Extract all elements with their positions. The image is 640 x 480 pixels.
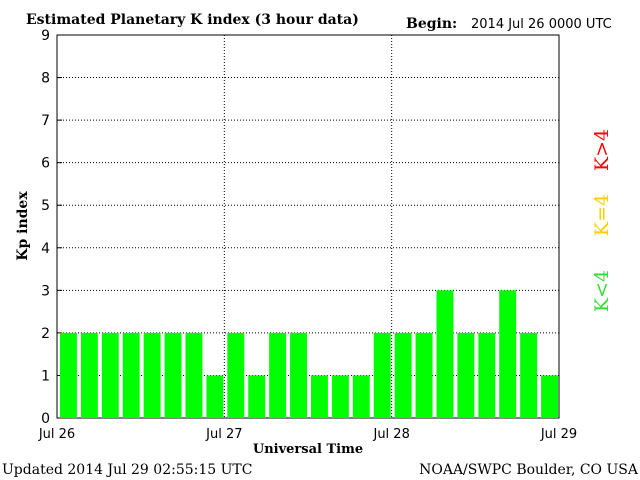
y-tick-label: 8 <box>41 71 50 87</box>
legend-k-less-4: K<4 <box>591 270 613 312</box>
grid-lines <box>57 34 559 419</box>
kp-bar <box>227 332 245 418</box>
x-tick-label: Jul 29 <box>540 427 577 442</box>
begin-value: 2014 Jul 26 0000 UTC <box>471 17 612 32</box>
chart-title: Estimated Planetary K index (3 hour data… <box>26 12 359 28</box>
kp-bar <box>60 332 77 418</box>
kp-bar <box>311 375 328 418</box>
kp-bar <box>499 290 517 418</box>
kp-bar <box>541 375 558 418</box>
kp-bar <box>101 332 119 418</box>
legend-k-equal-4: K=4 <box>591 194 613 236</box>
kp-bar <box>352 375 370 418</box>
x-axis-label: Universal Time <box>253 442 363 457</box>
kp-bar <box>415 332 433 418</box>
begin-label: Begin: <box>406 16 457 32</box>
y-tick-label: 7 <box>41 113 50 129</box>
kp-bar <box>331 375 349 418</box>
x-tick-label: Jul 28 <box>372 427 409 442</box>
plot-frame <box>56 34 560 419</box>
kp-bar <box>248 375 266 418</box>
y-tick-label: 6 <box>41 156 50 172</box>
y-tick-label: 4 <box>41 241 50 257</box>
bars-group <box>60 290 558 418</box>
kp-bar <box>269 332 287 418</box>
y-tick-label: 3 <box>41 283 50 299</box>
kp-bar <box>206 375 224 418</box>
y-tick-label: 2 <box>41 326 50 342</box>
y-tick-label: 0 <box>41 411 50 427</box>
updated-timestamp: Updated 2014 Jul 29 02:55:15 UTC <box>2 462 252 478</box>
kp-bar <box>185 332 203 418</box>
x-tick-label: Jul 26 <box>38 427 75 442</box>
y-tick-labels: 0 1 2 3 4 5 6 7 8 9 <box>41 28 50 427</box>
kp-bar <box>478 332 496 418</box>
y-tick-label: 9 <box>41 28 50 44</box>
kp-bar <box>80 332 98 418</box>
y-axis-label: Kp index <box>15 191 31 261</box>
kp-bar <box>520 332 538 418</box>
x-tick-label: Jul 27 <box>205 427 242 442</box>
kp-bar <box>373 332 391 418</box>
kp-bar <box>290 332 307 418</box>
legend-k-greater-4: K>4 <box>591 129 613 171</box>
x-tick-labels: Jul 26 Jul 27 Jul 28 Jul 29 <box>38 427 577 442</box>
source-credit: NOAA/SWPC Boulder, CO USA <box>419 462 639 478</box>
y-tick-label: 1 <box>41 368 50 384</box>
kp-bar <box>457 332 475 418</box>
kp-bar <box>164 332 182 418</box>
kp-bar <box>394 332 412 418</box>
kp-bar <box>122 332 140 418</box>
kp-bar <box>143 332 161 418</box>
y-tick-label: 5 <box>41 198 50 214</box>
kp-bar <box>436 290 454 418</box>
